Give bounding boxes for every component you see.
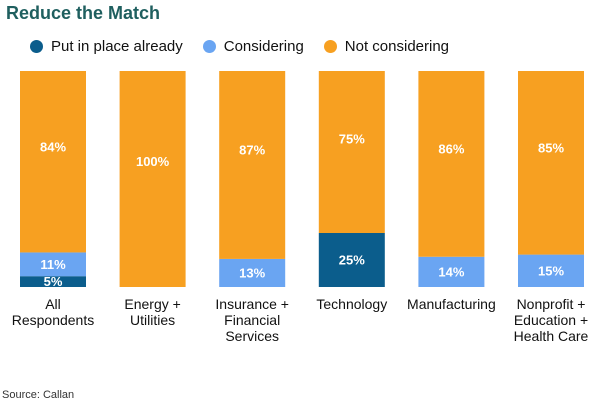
bar-segment-not-considering-insurance-financial-services: [219, 71, 286, 259]
bar-segment-put-in-place-technology: [318, 233, 385, 287]
legend-swatch-not-considering: [323, 39, 337, 53]
legend-swatch-considering: [202, 39, 216, 53]
data-label-not-considering-energy-utilities: 100%: [136, 154, 170, 169]
bar-segment-considering-all-respondents: [20, 252, 86, 277]
bar-segment-considering-nonprofit-education-health-care: [518, 254, 584, 287]
legend-swatch-put-in-place: [30, 39, 43, 53]
chart-legend: Put in place already Considering Not con…: [30, 36, 449, 56]
data-label-not-considering-insurance-financial-services: 87%: [239, 142, 265, 157]
data-label-not-considering-all-respondents: 84%: [40, 140, 66, 155]
category-label-manufacturing: Manufacturing: [407, 296, 496, 312]
legend-label-not-considering: Not considering: [344, 37, 450, 55]
legend-item-considering: Considering: [202, 37, 304, 55]
category-label-insurance-financial-services: Insurance + Financial Services: [215, 296, 289, 344]
bar-segment-put-in-place-all-respondents: [20, 276, 86, 287]
category-label-energy-utilities: Energy + Utilities: [124, 296, 180, 328]
legend-item-not-considering: Not considering: [323, 37, 450, 55]
bar-segment-not-considering-technology: [318, 71, 385, 233]
source-note: Source: Callan: [2, 389, 75, 401]
data-label-not-considering-technology: 75%: [339, 132, 365, 147]
chart-title: Reduce the Match: [6, 3, 161, 23]
bar-segment-considering-manufacturing: [418, 256, 485, 287]
data-label-considering-nonprofit-education-health-care: 15%: [538, 263, 564, 278]
data-label-not-considering-manufacturing: 86%: [438, 142, 464, 157]
legend-label-considering: Considering: [223, 37, 304, 55]
category-label-all-respondents: All Respondents: [12, 296, 95, 328]
data-label-considering-insurance-financial-services: 13%: [239, 265, 265, 280]
legend-label-put-in-place: Put in place already: [51, 37, 183, 55]
bar-segment-not-considering-all-respondents: [20, 71, 86, 253]
bar-segment-considering-insurance-financial-services: [219, 258, 286, 287]
category-label-nonprofit-education-health-care: Nonprofit + Education + Health Care: [514, 296, 589, 344]
legend-item-put-in-place: Put in place already: [30, 38, 183, 55]
bar-segment-not-considering-manufacturing: [418, 71, 485, 257]
data-label-not-considering-nonprofit-education-health-care: 85%: [538, 141, 564, 156]
data-label-put-in-place-all-respondents: 5%: [44, 274, 63, 289]
bar-segment-not-considering-energy-utilities: [119, 71, 186, 287]
data-label-put-in-place-technology: 25%: [339, 253, 365, 268]
data-label-considering-all-respondents: 11%: [40, 257, 66, 272]
category-label-technology: Technology: [316, 296, 387, 312]
data-label-considering-manufacturing: 14%: [438, 264, 464, 279]
bar-segment-not-considering-nonprofit-education-health-care: [518, 71, 584, 255]
